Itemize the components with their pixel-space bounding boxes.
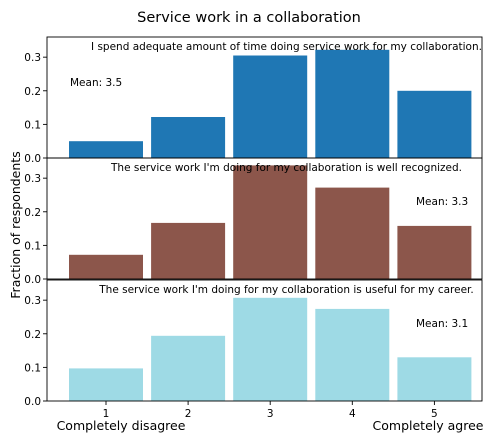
bar-1-4 <box>315 49 390 158</box>
y-tick-label: 0.2 <box>24 86 41 98</box>
x-tick-label: 3 <box>267 408 274 420</box>
panel-3: 0.0 0.1 0.2 0.3 The service work I'm doing f… <box>24 279 483 408</box>
y-tick-label: 0.2 <box>24 329 41 341</box>
y-tick-label: 0.3 <box>24 52 41 64</box>
y-tick-label: 0.2 <box>24 207 41 219</box>
bar-3-4 <box>315 308 390 401</box>
bar-3-5 <box>397 357 472 401</box>
bar-2-4 <box>315 187 390 279</box>
chart-title: Service work in a collaboration <box>137 10 361 26</box>
x-end-label-left: Completely disagree <box>57 418 186 433</box>
bar-3-1 <box>69 368 143 401</box>
y-tick-label: 0.1 <box>24 119 41 131</box>
bar-3-3 <box>233 297 308 401</box>
panels: 0.0 0.1 0.2 0.3 I spend adequate amount of t… <box>24 36 483 408</box>
y-tick-label: 0.0 <box>24 274 41 286</box>
y-axis-label: Fraction of respondents <box>8 151 23 298</box>
x-tick-label: 2 <box>185 408 192 420</box>
bar-2-5 <box>397 225 472 279</box>
panel-2: 0.0 0.1 0.2 0.3 The service work I'm doing f… <box>24 157 483 286</box>
y-tick-label: 0.0 <box>24 153 41 165</box>
y-tick-label: 0.3 <box>24 295 41 307</box>
x-tick-label: 1 <box>103 408 110 420</box>
panel-frame <box>46 279 483 402</box>
panel-question: I spend adequate amount of time doing se… <box>91 41 482 53</box>
mean-label: Mean: 3.1 <box>416 318 468 330</box>
panel-1: 0.0 0.1 0.2 0.3 I spend adequate amount of t… <box>24 36 483 165</box>
x-tick-label: 5 <box>431 408 438 420</box>
bar-2-1 <box>69 254 143 279</box>
x-axis: 1 2 3 4 5 <box>103 401 438 420</box>
y-tick-label: 0.0 <box>24 396 41 408</box>
y-tick-label: 0.1 <box>24 240 41 252</box>
panel-question: The service work I'm doing for my collab… <box>110 162 462 174</box>
bar-1-1 <box>69 141 143 158</box>
y-tick-label: 0.3 <box>24 173 41 185</box>
y-tick-label: 0.1 <box>24 362 41 374</box>
bar-3-2 <box>151 335 226 401</box>
bar-1-3 <box>233 55 308 158</box>
mean-label: Mean: 3.5 <box>70 77 122 89</box>
x-end-label-right: Completely agree <box>373 418 484 433</box>
x-tick-label: 4 <box>349 408 356 420</box>
bar-2-3 <box>233 165 308 279</box>
bar-1-2 <box>151 117 226 158</box>
panel-question: The service work I'm doing for my collab… <box>98 284 473 296</box>
bar-1-5 <box>397 90 472 158</box>
panel-frame <box>46 157 483 280</box>
mean-label: Mean: 3.3 <box>416 196 468 208</box>
bar-2-2 <box>151 222 226 279</box>
